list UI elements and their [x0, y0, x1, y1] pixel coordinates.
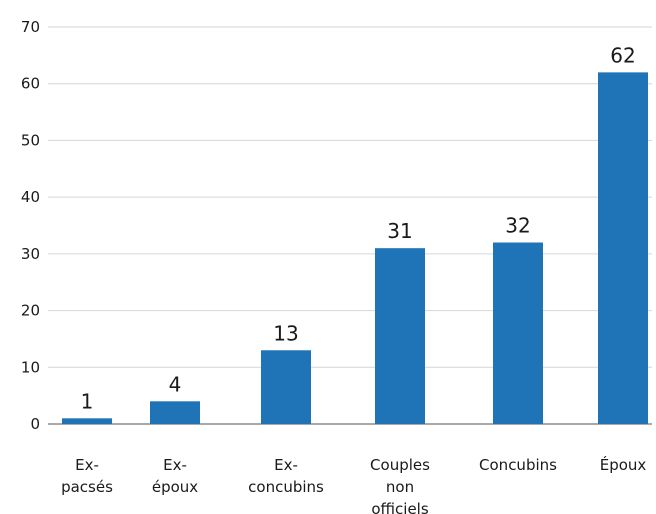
- x-tick-label: non: [386, 478, 414, 496]
- gridlines: [48, 26, 652, 425]
- bars: [62, 72, 648, 424]
- bar: [493, 242, 543, 424]
- x-tick-label: pacsés: [61, 478, 113, 496]
- x-axis-categories: Ex-pacsés Ex-époux Ex-concubins Couples non o…: [61, 455, 646, 514]
- y-tick-label: 70: [21, 18, 40, 36]
- x-tick-label: officiels: [371, 500, 428, 514]
- data-label: 13: [273, 321, 298, 345]
- bar: [375, 248, 425, 424]
- x-tick-label: Époux: [600, 455, 647, 474]
- data-label: 1: [81, 389, 94, 413]
- x-tick-label: Ex-: [75, 456, 99, 474]
- y-tick-label: 0: [30, 415, 40, 433]
- bar: [261, 350, 311, 424]
- data-labels: 1 4 13 31 32 62: [81, 43, 636, 413]
- data-label: 32: [505, 214, 530, 238]
- data-label: 4: [169, 372, 182, 396]
- y-axis-ticks: 0 10 20 30 40 50 60 70: [21, 18, 40, 433]
- x-tick-label: Couples: [370, 456, 430, 474]
- x-tick-label: Ex-: [274, 456, 298, 474]
- y-tick-label: 30: [21, 245, 40, 263]
- y-tick-label: 50: [21, 131, 40, 149]
- data-label: 31: [387, 219, 412, 243]
- bar: [150, 401, 200, 424]
- bar: [598, 72, 648, 424]
- x-tick-label: Ex-: [163, 456, 187, 474]
- y-tick-label: 10: [21, 358, 40, 376]
- data-label: 62: [610, 43, 635, 67]
- y-tick-label: 60: [21, 75, 40, 93]
- bar: [62, 418, 112, 424]
- x-tick-label: Concubins: [479, 456, 557, 474]
- x-tick-label: concubins: [248, 478, 324, 496]
- y-tick-label: 40: [21, 188, 40, 206]
- y-tick-label: 20: [21, 302, 40, 320]
- x-tick-label: époux: [152, 478, 198, 496]
